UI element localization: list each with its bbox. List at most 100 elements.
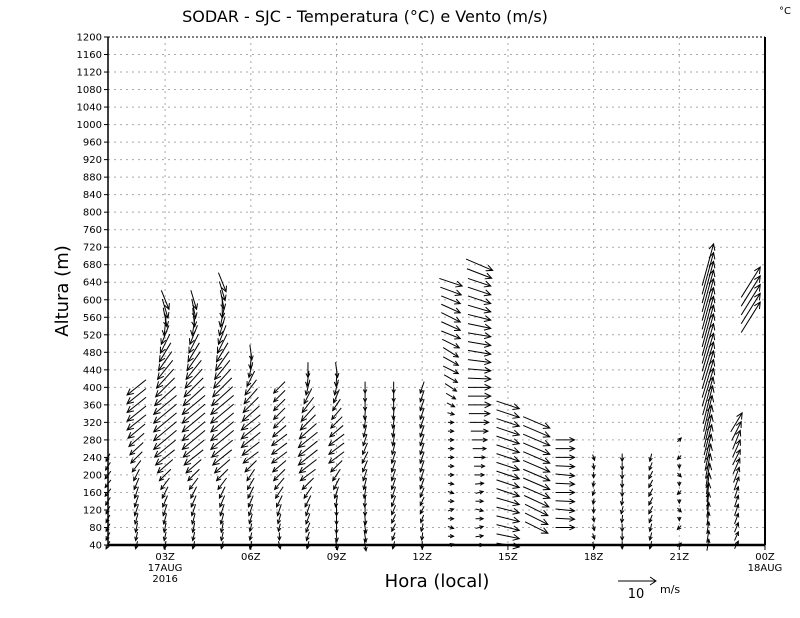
wind-vector xyxy=(219,522,225,534)
wind-vector xyxy=(419,496,425,507)
wind-vector-column xyxy=(181,290,206,550)
wind-vector-head xyxy=(735,475,740,482)
wind-vector-head xyxy=(481,455,487,460)
wind-vector xyxy=(522,460,551,473)
wind-vector xyxy=(305,504,311,517)
wind-vector-head xyxy=(276,511,281,517)
wind-vector-head xyxy=(190,502,195,508)
wind-vector xyxy=(677,516,682,522)
wind-vector-shaft xyxy=(192,522,196,533)
x-tick-label: 15Z xyxy=(498,552,518,563)
wind-vector-head xyxy=(676,525,682,531)
wind-vector-shaft xyxy=(162,307,168,327)
wind-vector-shaft xyxy=(218,486,226,499)
wind-vector xyxy=(152,394,177,416)
wind-vector-head xyxy=(154,458,163,466)
wind-vector-shaft xyxy=(190,290,198,310)
wind-vector-shaft xyxy=(522,416,550,429)
wind-vector-head xyxy=(736,411,743,420)
wind-vector-shaft xyxy=(130,451,143,464)
wind-vector xyxy=(677,437,683,443)
wind-vector-shaft xyxy=(467,277,491,287)
wind-vector-shaft xyxy=(706,482,710,502)
wind-vector xyxy=(219,504,225,517)
wind-vector-shaft xyxy=(391,505,397,515)
wind-vector xyxy=(441,312,462,323)
wind-vector-head xyxy=(735,466,741,473)
wind-vector-head xyxy=(363,529,368,535)
wind-vector xyxy=(184,368,203,389)
wind-vector xyxy=(555,498,576,505)
wind-vector xyxy=(219,290,227,311)
wind-vector-shaft xyxy=(191,298,197,319)
wind-vector xyxy=(134,522,139,534)
wind-vector-shaft xyxy=(701,333,715,372)
wind-vector-head xyxy=(191,312,198,320)
wind-vector-head xyxy=(181,434,190,442)
wind-vector-head xyxy=(241,414,250,422)
wind-vector-shaft xyxy=(330,460,343,473)
wind-vector-head xyxy=(192,303,198,311)
wind-vector-head xyxy=(333,485,338,491)
wind-vector-head xyxy=(304,390,310,397)
wind-vector-shaft xyxy=(467,332,491,338)
wind-vector-column xyxy=(240,344,261,550)
wind-vector-head xyxy=(105,544,110,550)
wind-vector-shaft xyxy=(242,396,259,413)
wind-vector-shaft xyxy=(467,304,491,313)
wind-vector-head xyxy=(334,545,339,551)
wind-vector xyxy=(467,366,492,374)
wind-vector-shaft xyxy=(244,460,257,473)
wind-vector xyxy=(152,421,177,442)
wind-vector-shaft xyxy=(419,505,425,514)
wind-vector-head xyxy=(215,475,222,482)
wind-vector-head xyxy=(484,392,492,400)
wind-vector-head xyxy=(219,312,226,320)
wind-vector-shaft xyxy=(298,431,318,448)
wind-vector-head xyxy=(569,498,576,505)
wind-vector-head xyxy=(162,502,167,508)
wind-vector xyxy=(619,523,625,533)
wind-vector xyxy=(218,281,227,302)
wind-vector xyxy=(648,488,654,498)
wind-vector xyxy=(209,430,234,451)
wind-vector-shaft xyxy=(555,517,575,520)
wind-vector-head xyxy=(183,390,191,398)
wind-vector-shaft xyxy=(155,449,175,466)
x-tick-label: 09Z xyxy=(327,552,347,563)
wind-vector-shaft xyxy=(555,465,575,468)
wind-vector-head xyxy=(512,499,521,507)
wind-vector xyxy=(272,390,286,403)
wind-vector-shaft xyxy=(159,468,172,481)
wind-vector-shaft xyxy=(391,486,397,499)
wind-vector xyxy=(496,470,521,481)
wind-vector-shaft xyxy=(496,453,520,462)
y-tick-label: 760 xyxy=(83,225,102,236)
wind-vector xyxy=(160,290,170,311)
wind-vector-shaft xyxy=(133,477,140,490)
wind-vector-shaft xyxy=(126,379,147,396)
wind-vector xyxy=(363,521,368,535)
wind-vector-shaft xyxy=(153,430,177,450)
wind-vector-head xyxy=(483,419,490,426)
wind-vector-head xyxy=(211,390,220,398)
wind-vector-shaft xyxy=(703,424,713,456)
wind-vector-shaft xyxy=(391,532,396,541)
wind-vector-head xyxy=(648,518,653,524)
wind-vector xyxy=(246,370,256,388)
wind-vector xyxy=(676,490,682,496)
wind-vector-shaft xyxy=(419,469,425,481)
wind-vector-shaft xyxy=(522,442,550,455)
wind-vector-shaft xyxy=(153,421,177,442)
wind-vector-shaft xyxy=(444,383,457,392)
wind-vector-column xyxy=(152,290,177,550)
wind-vector-shaft xyxy=(182,439,205,458)
wind-vector-shaft xyxy=(153,394,177,415)
wind-vector-head xyxy=(246,381,252,388)
wind-vector xyxy=(244,379,257,396)
wind-vector-shaft xyxy=(475,482,484,485)
wind-vector-shaft xyxy=(159,342,172,363)
wind-vector xyxy=(152,430,177,451)
wind-vector-head xyxy=(453,316,462,323)
wind-vector-head xyxy=(542,422,551,429)
